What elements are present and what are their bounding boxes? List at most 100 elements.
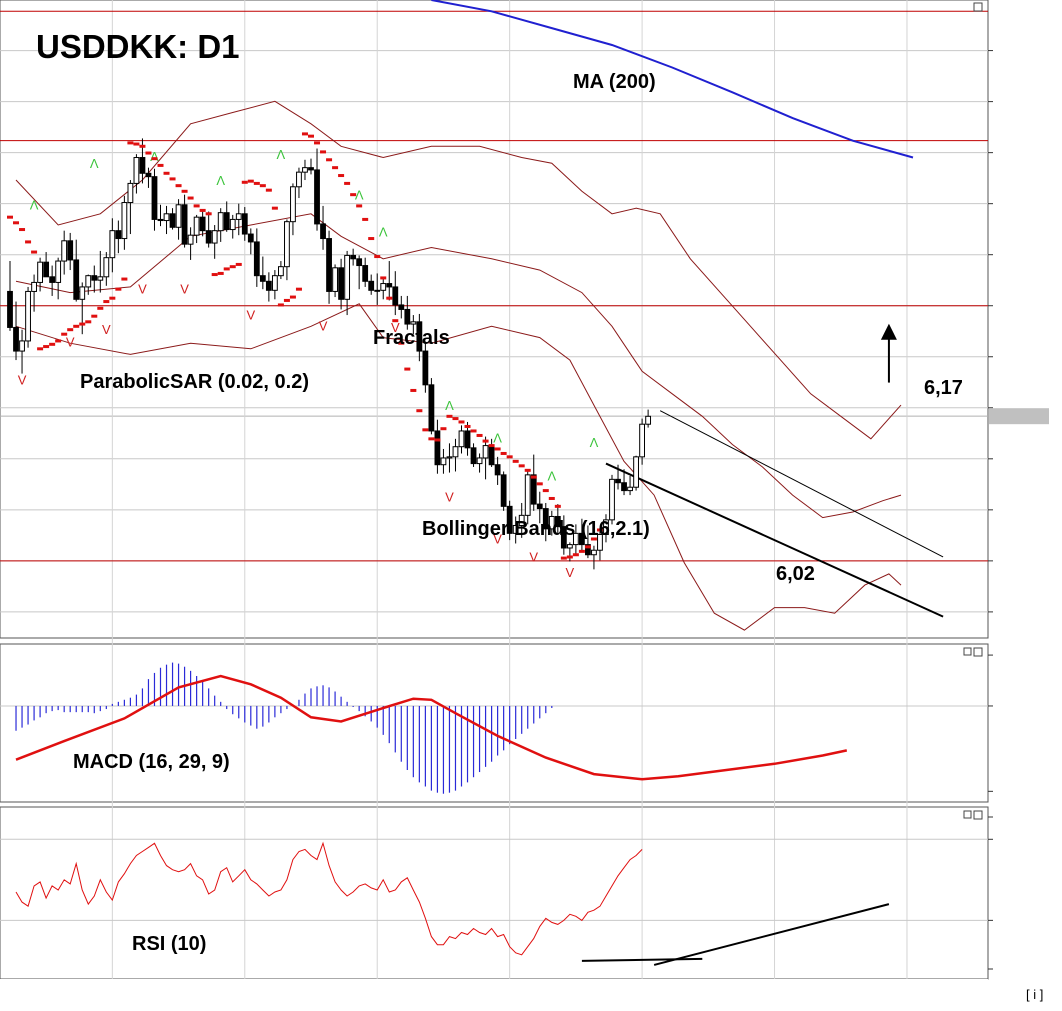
parabolic-sar-dot — [356, 204, 363, 208]
fractal-up-marker: Λ — [355, 187, 364, 202]
candle — [229, 214, 236, 239]
candle-body — [326, 238, 332, 292]
chart-close-control[interactable] — [973, 2, 983, 12]
parabolic-sar-dot — [91, 314, 98, 318]
fractal-up-marker: Λ — [547, 469, 556, 484]
candle-body — [91, 275, 98, 281]
candle-body — [524, 474, 531, 516]
macd-pane-controls[interactable] — [963, 647, 983, 657]
candle — [374, 273, 381, 305]
candle — [133, 154, 140, 194]
candle-body — [512, 524, 519, 534]
candle — [591, 545, 597, 570]
candle — [43, 252, 50, 278]
scroll-info-control[interactable]: [ i ] — [1026, 987, 1043, 1002]
candle — [211, 225, 218, 259]
fractal-down-marker: V — [138, 282, 147, 297]
candle — [19, 329, 25, 374]
candle — [187, 227, 194, 260]
scroll-info-icon[interactable]: [ i ] — [1026, 987, 1043, 1002]
candle-body — [536, 503, 543, 510]
candle — [193, 214, 200, 244]
fractal-up-marker: Λ — [277, 147, 286, 162]
candle-body — [627, 486, 633, 492]
support-level-label: 6,02 — [776, 563, 815, 585]
ma200-line — [431, 0, 914, 159]
candle — [290, 183, 296, 236]
parabolic-sar-dot — [362, 217, 369, 221]
candle-body — [542, 508, 549, 530]
parabolic-sar-dot — [271, 206, 278, 210]
candle-body — [482, 445, 489, 459]
candle-body — [121, 202, 128, 240]
candle-body — [554, 515, 561, 528]
fractal-up-marker: Λ — [216, 173, 225, 188]
candle-body — [374, 289, 381, 292]
price-pane — [0, 0, 989, 639]
candle-body — [205, 230, 212, 244]
rsi-pane-controls[interactable] — [963, 810, 983, 820]
candle — [97, 250, 104, 293]
macd-pane — [0, 643, 989, 803]
parabolic-sar-dot — [55, 339, 62, 343]
parabolic-sar-dot — [235, 262, 242, 266]
parabolic-sar-dot — [332, 166, 339, 170]
candle-body — [271, 275, 278, 291]
candle — [109, 218, 116, 273]
candle — [265, 272, 272, 302]
parabolic-sar-dot — [109, 296, 116, 300]
candle — [410, 315, 417, 335]
parabolic-sar-dot — [530, 475, 537, 479]
parabolic-sar-dot — [181, 189, 188, 193]
candle-body — [572, 532, 579, 546]
fractal-down-marker: V — [66, 334, 75, 349]
parabolic-sar-dot — [590, 537, 597, 541]
parabolic-sar-dot — [103, 300, 110, 304]
candle — [350, 248, 357, 266]
parabolic-sar-dot — [452, 417, 459, 421]
parabolic-sar-dot — [289, 295, 296, 299]
candle — [494, 456, 501, 485]
candle-body — [446, 456, 453, 459]
candle — [121, 195, 128, 250]
candle — [217, 208, 224, 242]
candle — [398, 295, 405, 319]
candle — [253, 228, 260, 287]
candle — [645, 409, 652, 428]
parabolic-sar-dot — [596, 528, 603, 532]
parabolic-sar-dot — [548, 496, 555, 500]
candle — [25, 286, 31, 348]
rsi-restore-icon[interactable] — [963, 810, 972, 819]
fractal-down-marker: V — [180, 282, 189, 297]
parabolic-sar-dot — [175, 184, 182, 188]
parabolic-sar-dot — [464, 424, 471, 428]
candle-body — [259, 275, 266, 282]
parabolic-sar-dot — [73, 324, 80, 328]
fractal-up-marker: Λ — [590, 435, 599, 450]
candle — [308, 158, 314, 175]
candle — [482, 436, 489, 480]
macd-signal-line — [15, 674, 848, 781]
candle — [271, 270, 278, 300]
parabolic-sar-dot — [494, 447, 501, 451]
candle — [79, 282, 86, 335]
candle — [633, 455, 639, 491]
candle — [560, 515, 567, 555]
macd-series — [15, 662, 848, 794]
candle-body — [428, 384, 435, 432]
candle-body — [199, 216, 206, 232]
parabolic-sar-dot — [482, 439, 489, 443]
candle — [302, 159, 308, 181]
chart-close-icon[interactable] — [973, 2, 983, 12]
macd-restore-icon[interactable] — [963, 647, 972, 656]
candle — [73, 239, 80, 302]
candle-body — [434, 430, 441, 466]
rsi-close-icon[interactable] — [973, 810, 983, 820]
price-trendline — [605, 462, 944, 618]
candle-body — [127, 182, 134, 204]
current-price-badge — [989, 408, 1049, 425]
candle-body — [97, 276, 104, 281]
parabolic-sar-dot — [115, 287, 122, 291]
candle — [145, 167, 152, 188]
macd-close-icon[interactable] — [973, 647, 983, 657]
